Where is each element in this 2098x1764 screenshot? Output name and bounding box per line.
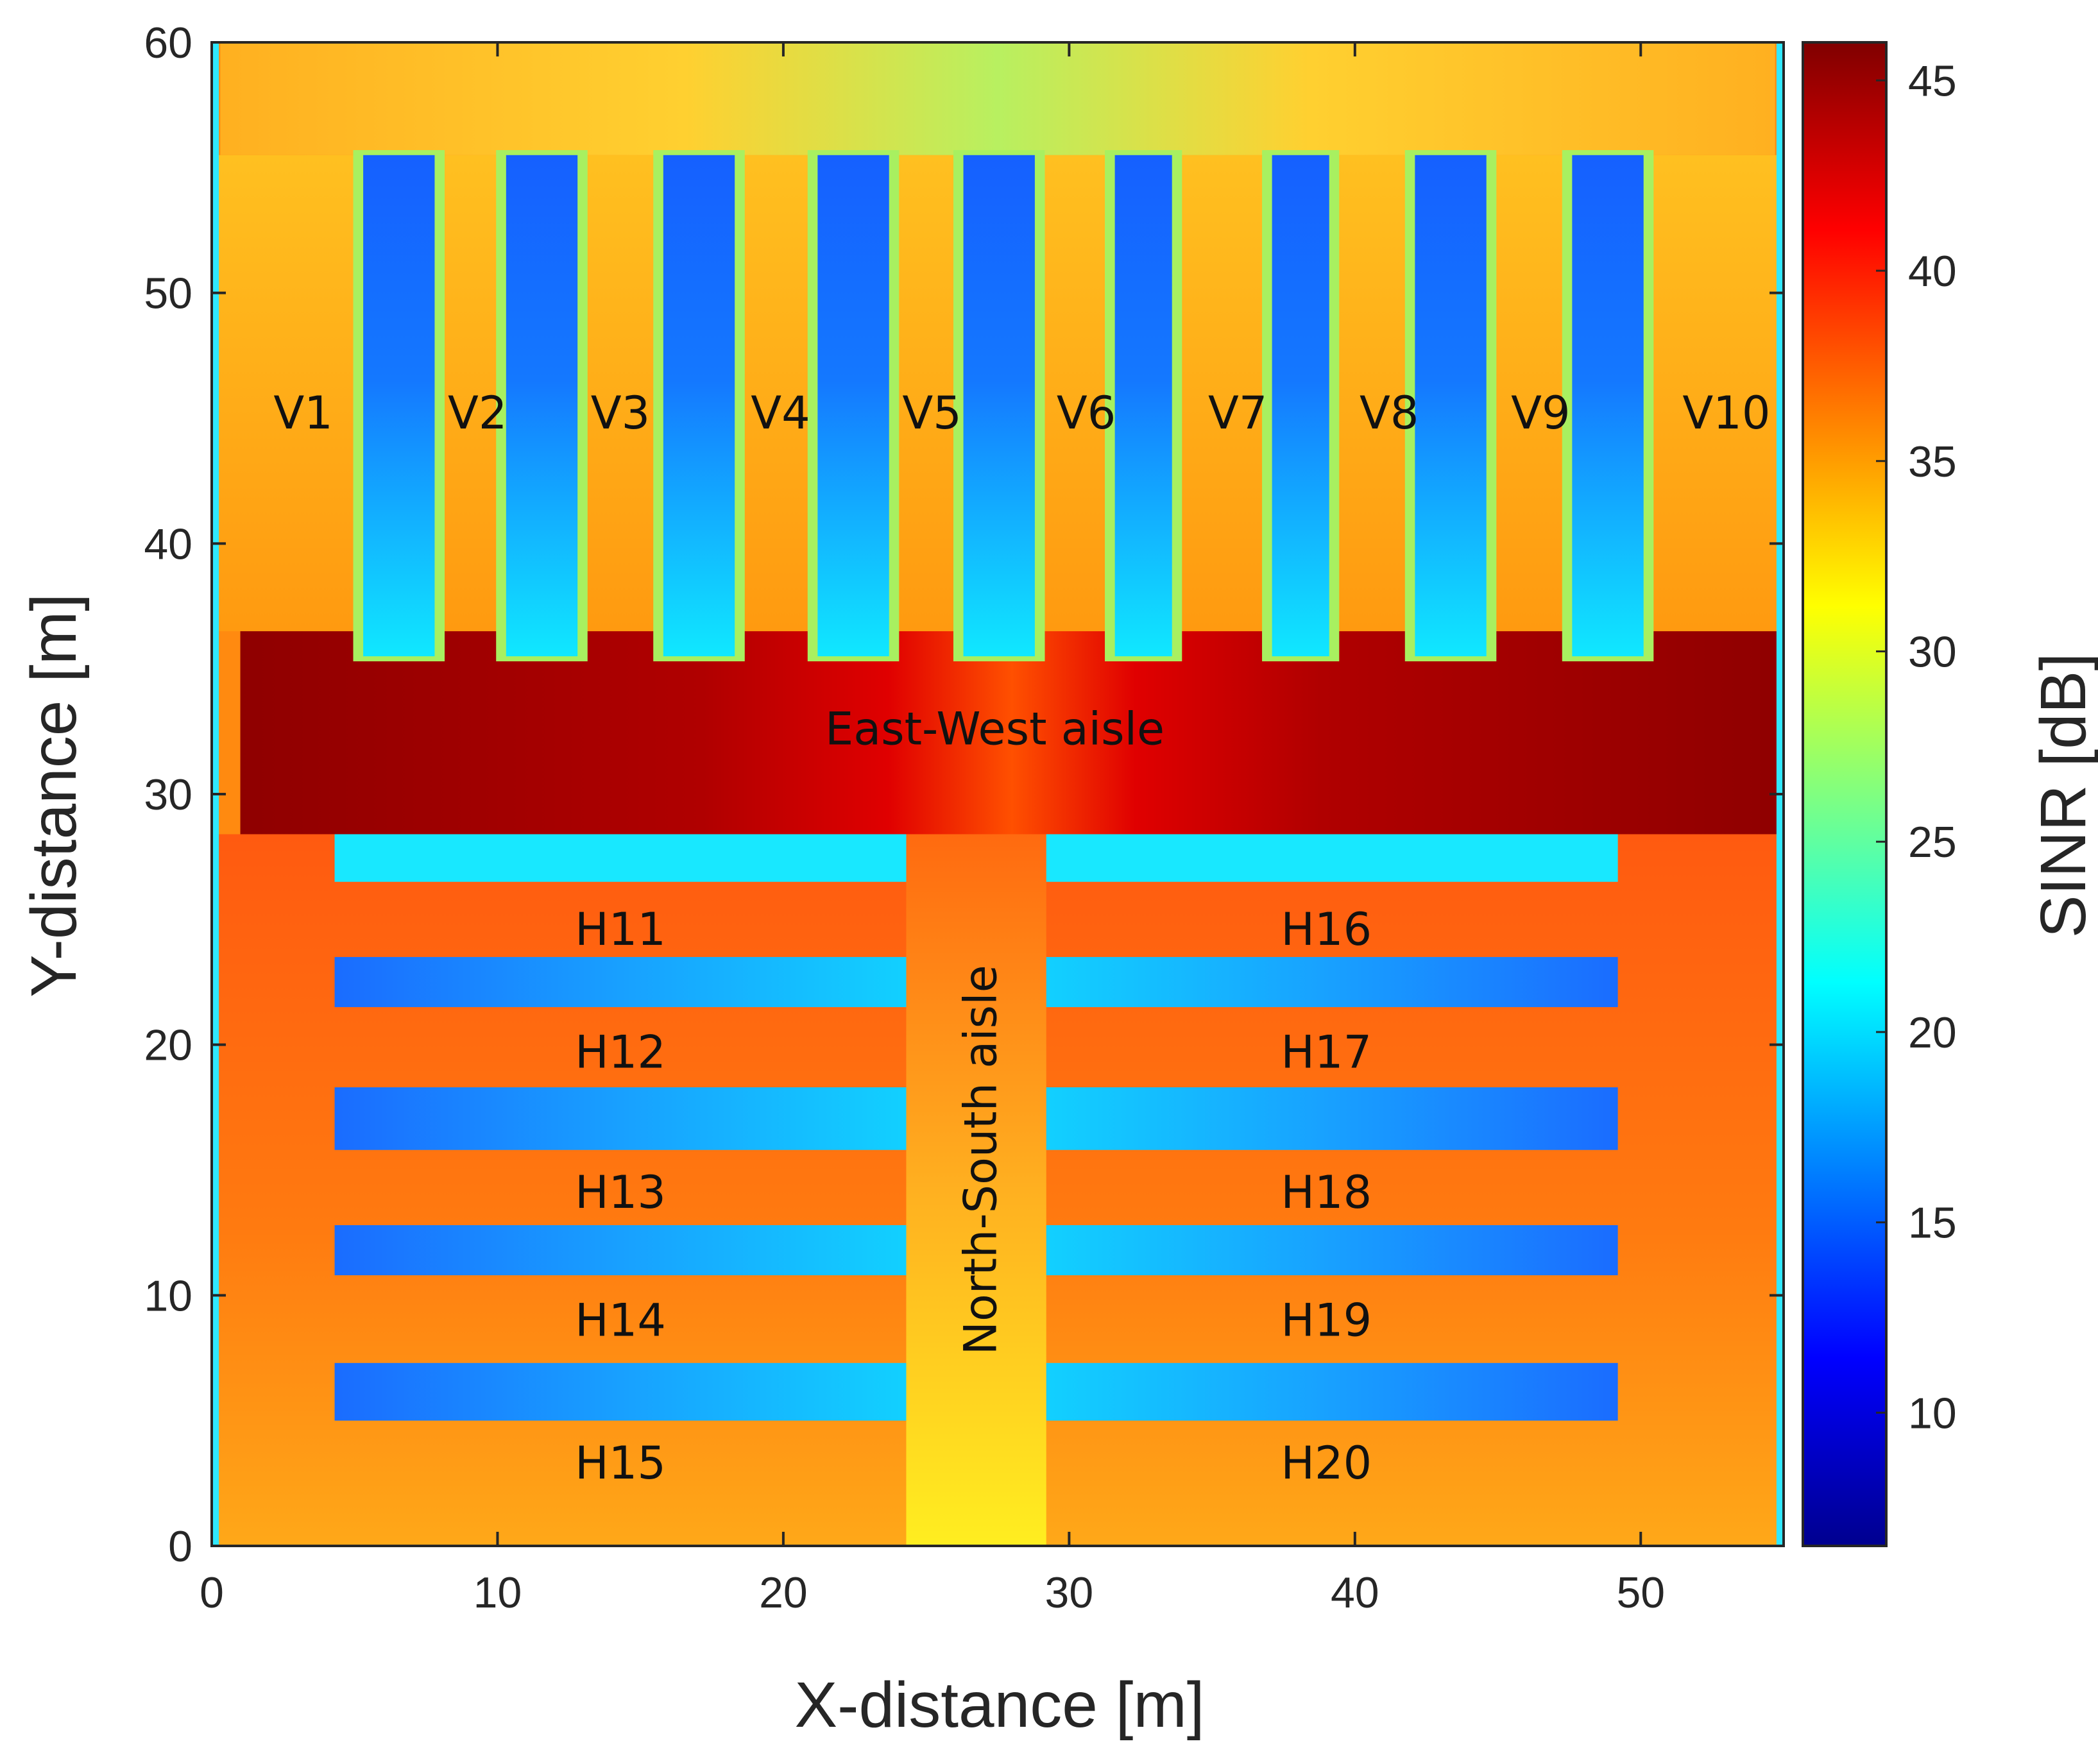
horizontal-rack-4-west <box>334 1225 907 1276</box>
top-band-heat <box>220 42 1775 155</box>
vertical-rack-8 <box>1404 149 1497 661</box>
colorbar-tick-label: 10 <box>1908 1389 1957 1437</box>
colorbar-title: SINR [dB] <box>2027 653 2098 938</box>
zone-label-v6: V6 <box>1057 387 1116 439</box>
zone-label-h12: H12 <box>575 1026 666 1078</box>
vertical-rack-body <box>1415 155 1487 657</box>
y-tick-label: 10 <box>144 1271 192 1320</box>
horizontal-rack-body <box>1046 834 1618 882</box>
zone-label-v8: V8 <box>1360 387 1419 439</box>
vertical-rack-body <box>963 155 1035 657</box>
plot-area <box>210 41 1785 1547</box>
vertical-rack-body <box>363 155 435 657</box>
colorbar-tick-label: 20 <box>1908 1008 1957 1057</box>
horizontal-rack-body <box>334 1362 907 1421</box>
horizontal-rack-body <box>334 834 907 882</box>
zone-label-v3: V3 <box>591 387 650 439</box>
zone-label-h11: H11 <box>575 903 666 956</box>
zone-label-v9: V9 <box>1511 387 1570 439</box>
horizontal-rack-body <box>334 956 907 1008</box>
horizontal-rack-1-east <box>1046 834 1618 882</box>
zone-label-v10: V10 <box>1682 387 1770 439</box>
y-tick-label: 40 <box>144 520 192 568</box>
colorbar: 10 15 20 25 30 35 40 45 <box>1802 41 1957 1547</box>
horizontal-rack-3-west <box>334 1087 907 1150</box>
vertical-rack-9 <box>1562 149 1654 661</box>
vertical-rack-7 <box>1262 149 1340 661</box>
horizontal-rack-body <box>1046 1087 1618 1150</box>
x-tick-label: 30 <box>1045 1568 1094 1617</box>
east-west-aisle-heat <box>240 631 1784 835</box>
vertical-rack-body <box>1114 155 1172 657</box>
y-tick-label: 50 <box>144 269 192 318</box>
zone-label-h19: H19 <box>1281 1294 1372 1346</box>
colorbar-tick-label: 30 <box>1908 627 1957 676</box>
vertical-rack-6 <box>1105 149 1182 661</box>
vertical-rack-1 <box>353 149 445 661</box>
zone-label-h13: H13 <box>575 1166 666 1219</box>
zone-label-v7: V7 <box>1208 387 1267 439</box>
x-tick-label: 50 <box>1616 1568 1665 1617</box>
x-tick-label: 0 <box>200 1568 224 1617</box>
horizontal-rack-3-east <box>1046 1087 1618 1150</box>
zone-label-north-south-aisle: North-South aisle <box>954 965 1007 1355</box>
vertical-rack-3 <box>653 149 745 661</box>
horizontal-rack-body <box>1046 956 1618 1008</box>
y-tick-label: 30 <box>144 770 192 819</box>
colorbar-tick-label: 45 <box>1908 56 1957 105</box>
y-axis-title: Y-distance [m] <box>18 593 90 997</box>
horizontal-rack-2-west <box>334 956 907 1008</box>
zone-label-h17: H17 <box>1281 1026 1372 1078</box>
colorbar-tick-label: 40 <box>1908 247 1957 296</box>
horizontal-rack-5-east <box>1046 1362 1618 1421</box>
horizontal-rack-4-east <box>1046 1225 1618 1276</box>
y-tick-label: 20 <box>144 1021 192 1070</box>
zone-label-v5: V5 <box>902 387 961 439</box>
horizontal-rack-5-west <box>334 1362 907 1421</box>
vertical-rack-4 <box>807 149 900 661</box>
zone-label-h15: H15 <box>575 1437 666 1489</box>
zone-label-v2: V2 <box>448 387 507 439</box>
horizontal-rack-2-east <box>1046 956 1618 1008</box>
vertical-rack-body <box>1272 155 1329 657</box>
vertical-rack-2 <box>496 149 588 661</box>
annotations: V1 V2 V3 V4 V5 V6 V7 V8 V9 V10 East-West aisle Nort… <box>273 387 1770 1489</box>
x-tick-label: 10 <box>473 1568 522 1617</box>
vertical-rack-body <box>1572 155 1644 657</box>
colorbar-tick-label: 35 <box>1908 437 1957 486</box>
zone-label-h14: H14 <box>575 1294 666 1346</box>
horizontal-rack-body <box>334 1087 907 1150</box>
horizontal-rack-1-west <box>334 834 907 882</box>
horizontal-rack-body <box>1046 1362 1618 1421</box>
zone-label-h20: H20 <box>1281 1437 1372 1489</box>
x-tick-label: 20 <box>759 1568 808 1617</box>
zone-label-h18: H18 <box>1281 1166 1372 1219</box>
zone-label-h16: H16 <box>1281 903 1372 956</box>
colorbar-tick-label: 15 <box>1908 1199 1957 1248</box>
vertical-rack-body <box>506 155 578 657</box>
north-south-aisle-heat <box>906 834 1046 1546</box>
x-axis: 0 10 20 30 40 50 <box>200 42 1665 1617</box>
y-tick-label: 60 <box>144 19 192 67</box>
horizontal-rack-body <box>1046 1225 1618 1276</box>
zone-label-v1: V1 <box>273 387 332 439</box>
colorbar-tick-label: 25 <box>1908 818 1957 867</box>
colorbar-gradient <box>1802 41 1888 1547</box>
horizontal-rack-body <box>334 1225 907 1276</box>
x-tick-label: 40 <box>1331 1568 1379 1617</box>
vertical-rack-5 <box>953 149 1045 661</box>
zone-label-east-west-aisle: East-West aisle <box>825 702 1164 755</box>
y-axis: 0 10 20 30 40 50 60 <box>144 19 1784 1571</box>
zone-label-v4: V4 <box>751 387 810 439</box>
y-tick-label: 0 <box>168 1522 192 1571</box>
x-axis-title: X-distance [m] <box>794 1669 1204 1741</box>
vertical-rack-body <box>817 155 889 657</box>
vertical-rack-body <box>663 155 735 657</box>
